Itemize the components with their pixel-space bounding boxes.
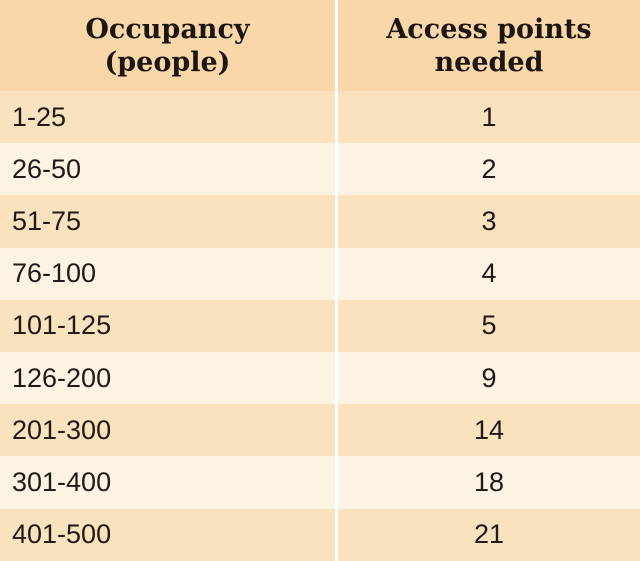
header-access-points: Access points needed [338, 0, 640, 91]
access-points-cell: 14 [338, 404, 640, 457]
access-points-cell: 1 [338, 91, 640, 144]
access-points-cell: 2 [338, 143, 640, 196]
header-access-line1: Access points [386, 13, 592, 45]
header-access-line2: needed [434, 46, 544, 78]
occupancy-cell: 51-75 [0, 195, 338, 248]
access-points-cell: 21 [338, 508, 640, 561]
occupancy-cell: 126-200 [0, 351, 338, 405]
occupancy-cell: 301-400 [0, 456, 338, 509]
occupancy-cell: 26-50 [0, 143, 338, 196]
occupancy-cell: 101-125 [0, 299, 338, 352]
access-points-cell: 9 [338, 351, 640, 405]
occupancy-cell: 76-100 [0, 247, 338, 300]
header-occupancy-line1: Occupancy [85, 13, 250, 45]
occupancy-cell: 401-500 [0, 508, 338, 561]
access-points-cell: 4 [338, 247, 640, 300]
occupancy-cell: 1-25 [0, 91, 338, 144]
access-points-cell: 3 [338, 195, 640, 248]
header-occupancy-line2: (people) [104, 46, 231, 78]
header-occupancy: Occupancy (people) [0, 0, 338, 91]
access-points-cell: 18 [338, 456, 640, 509]
occupancy-cell: 201-300 [0, 404, 338, 457]
access-points-cell: 5 [338, 299, 640, 352]
